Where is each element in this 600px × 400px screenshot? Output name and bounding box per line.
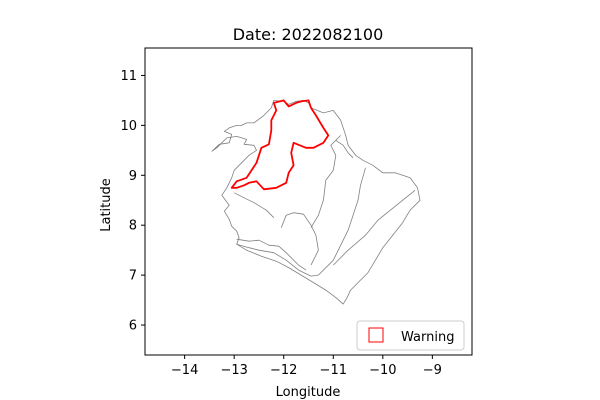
y-axis-ticks: 6 7 8 9 10 11 xyxy=(120,69,145,334)
y-tick-label: 9 xyxy=(129,169,137,184)
plot-area xyxy=(144,47,473,356)
x-tick-label: −13 xyxy=(220,363,247,378)
map-title: Date: 2022082100 xyxy=(233,25,384,44)
district-boundary xyxy=(236,243,319,277)
legend-warning-swatch xyxy=(368,327,384,343)
district-boundaries-layer xyxy=(234,135,416,277)
y-axis-label: Latitude xyxy=(99,178,114,232)
district-boundary xyxy=(234,192,275,218)
y-tick-label: 7 xyxy=(129,269,137,284)
y-tick-label: 11 xyxy=(120,69,137,84)
district-boundary xyxy=(310,135,341,228)
y-tick-label: 6 xyxy=(129,319,137,334)
legend-box xyxy=(356,320,465,351)
x-tick-label: −14 xyxy=(171,363,198,378)
x-tick-label: −9 xyxy=(423,363,442,378)
legend: Warning xyxy=(356,320,465,351)
x-tick-label: −11 xyxy=(320,363,347,378)
x-axis-ticks: −14 −13 −12 −11 −10 −9 xyxy=(171,355,442,378)
plot-background xyxy=(145,48,472,355)
district-boundary xyxy=(318,167,366,276)
x-tick-label: −10 xyxy=(369,363,396,378)
x-tick-label: −12 xyxy=(270,363,297,378)
district-boundary xyxy=(280,212,319,266)
y-tick-label: 10 xyxy=(120,119,137,134)
plot-frame xyxy=(144,47,473,356)
region-outline-layer xyxy=(211,100,421,305)
district-boundary xyxy=(335,139,354,159)
region-outline xyxy=(211,100,421,305)
x-axis-label: Longitude xyxy=(276,385,341,400)
district-boundary xyxy=(333,189,416,266)
y-tick-label: 8 xyxy=(129,219,137,234)
district-boundary xyxy=(236,238,307,271)
legend-warning-label: Warning xyxy=(401,330,454,345)
warning-region-layer xyxy=(230,99,330,191)
warning-region xyxy=(230,99,330,191)
